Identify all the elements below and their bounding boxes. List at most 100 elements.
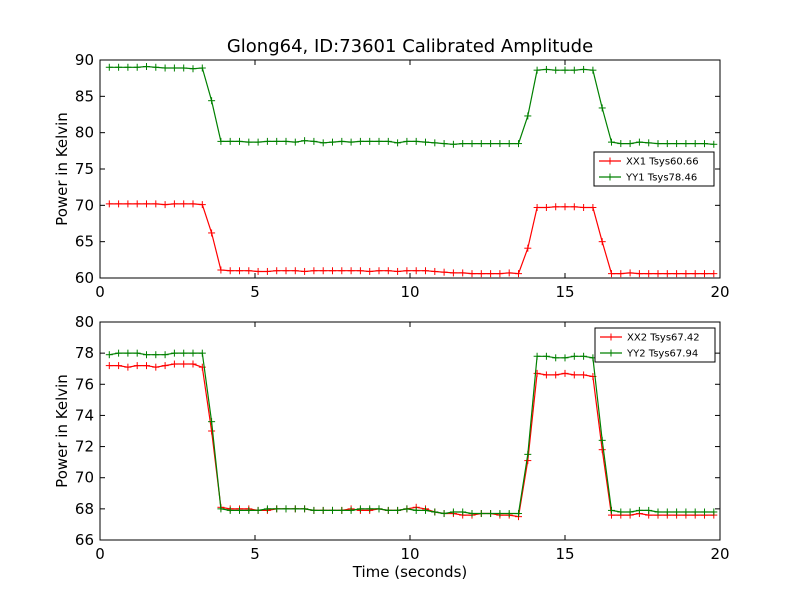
data-point — [338, 137, 346, 145]
data-point — [412, 506, 420, 514]
data-point — [254, 506, 262, 514]
data-point — [161, 64, 169, 72]
data-point — [682, 140, 690, 148]
data-point — [329, 138, 336, 146]
data-point — [440, 510, 448, 518]
data-point — [663, 508, 671, 516]
data-point — [133, 362, 141, 370]
data-point — [356, 137, 364, 145]
data-point — [366, 505, 374, 513]
data-point — [477, 270, 485, 278]
data-point — [561, 369, 569, 377]
data-point — [310, 137, 318, 145]
data-point — [459, 269, 467, 277]
x-tick-label: 0 — [95, 545, 105, 563]
data-point — [440, 268, 448, 276]
data-point — [626, 269, 634, 277]
data-point — [245, 506, 253, 514]
data-point — [533, 369, 541, 377]
y-tick-label: 60 — [75, 269, 94, 287]
data-point — [198, 64, 206, 72]
data-point — [542, 352, 550, 360]
data-point — [329, 267, 336, 275]
data-point — [561, 66, 569, 74]
data-point — [459, 140, 467, 148]
data-point — [580, 352, 588, 360]
data-point — [105, 200, 113, 208]
data-point — [422, 267, 429, 275]
data-point — [329, 506, 336, 514]
y-tick-label: 75 — [75, 160, 94, 178]
data-point — [524, 112, 532, 120]
x-axis-label: Time (seconds) — [352, 563, 468, 581]
data-point — [208, 418, 216, 426]
data-point — [487, 510, 495, 518]
data-point — [468, 510, 476, 518]
data-point — [552, 66, 560, 74]
data-point — [533, 66, 541, 74]
data-point — [533, 204, 541, 212]
data-point — [673, 270, 681, 278]
data-point — [301, 505, 309, 513]
legend-box — [594, 327, 716, 363]
data-point — [710, 508, 718, 516]
data-point — [245, 138, 253, 146]
y-tick-label: 76 — [75, 375, 94, 393]
data-point — [115, 200, 123, 208]
data-point — [515, 140, 522, 148]
data-point — [133, 349, 141, 357]
data-point — [301, 267, 309, 275]
data-point — [691, 270, 699, 278]
data-point — [617, 270, 625, 278]
x-tick-label: 5 — [250, 545, 260, 563]
data-point — [468, 140, 476, 148]
data-point — [394, 506, 402, 514]
data-point — [608, 506, 615, 514]
data-point — [691, 140, 699, 148]
data-point — [105, 351, 113, 359]
x-tick-label: 0 — [95, 283, 105, 301]
data-point — [170, 64, 178, 72]
data-point — [282, 505, 290, 513]
data-point — [635, 138, 643, 146]
data-point — [282, 137, 290, 145]
data-point — [580, 371, 588, 379]
data-point — [422, 506, 429, 514]
data-point — [115, 349, 123, 357]
data-point — [701, 508, 708, 516]
y-tick-label: 78 — [75, 344, 94, 362]
data-point — [105, 63, 113, 71]
data-point — [347, 506, 355, 514]
data-point — [263, 137, 271, 145]
data-point — [143, 362, 150, 370]
y-tick-label: 70 — [75, 196, 94, 214]
data-point — [608, 270, 615, 278]
data-point — [682, 508, 690, 516]
data-point — [198, 201, 206, 209]
data-point — [701, 270, 708, 278]
data-point — [431, 139, 439, 147]
data-point — [598, 436, 606, 444]
data-point — [403, 267, 411, 275]
data-point — [291, 138, 299, 146]
data-point — [170, 349, 178, 357]
data-point — [245, 267, 253, 275]
data-point — [124, 200, 132, 208]
y-tick-label: 85 — [75, 87, 94, 105]
data-point — [375, 137, 383, 145]
data-point — [394, 139, 402, 147]
data-point — [496, 510, 504, 518]
data-point — [375, 505, 383, 513]
data-point — [701, 140, 708, 148]
chart-title: Glong64, ID:73601 Calibrated Amplitude — [227, 36, 593, 57]
data-point — [226, 137, 234, 145]
data-point — [626, 140, 634, 148]
y-tick-label: 80 — [75, 124, 94, 142]
y-tick-label: 68 — [75, 500, 94, 518]
legend-label: YY2 Tsys67.94 — [626, 349, 698, 360]
data-point — [394, 267, 402, 275]
data-point — [347, 267, 355, 275]
data-point — [477, 140, 485, 148]
